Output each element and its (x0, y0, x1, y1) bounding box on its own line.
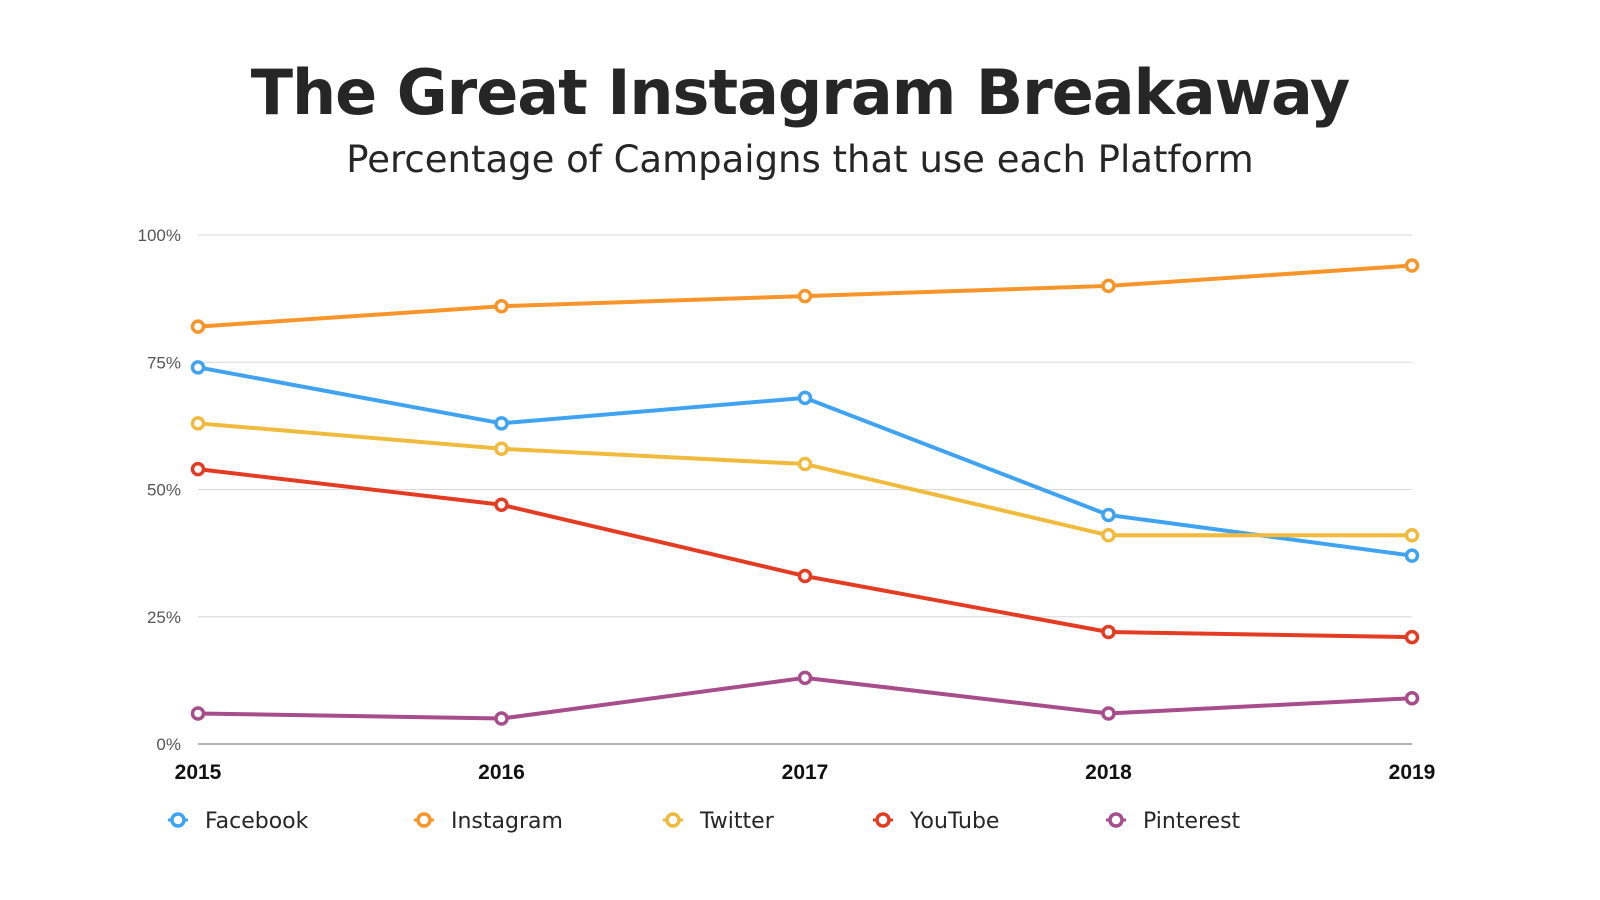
data-point-youtube-2016 (494, 497, 509, 513)
series-instagram (190, 258, 1420, 334)
data-point-pinterest-2015 (190, 706, 206, 721)
data-point-youtube-2019 (1404, 629, 1420, 645)
x-tick-label: 2016 (478, 761, 525, 784)
legend-item-instagram: Instagram (414, 809, 563, 834)
data-point-pinterest-2018 (1101, 706, 1116, 721)
series-line-twitter (196, 421, 1414, 538)
legend-label-facebook: Facebook (205, 809, 309, 834)
data-point-instagram-2017 (797, 288, 813, 304)
y-tick-label: 0% (156, 735, 181, 754)
series-group (190, 258, 1420, 726)
data-point-twitter-2017 (797, 456, 813, 472)
y-tick-label: 75% (147, 353, 181, 372)
legend-item-pinterest: Pinterest (1106, 809, 1241, 834)
legend-item-facebook: Facebook (168, 809, 309, 834)
y-axis-ticks: 0% 25% 50% 75% 100% (138, 226, 181, 754)
data-point-instagram-2018 (1101, 278, 1116, 294)
data-point-pinterest-2017 (797, 670, 813, 686)
series-facebook (190, 360, 1420, 563)
series-pinterest (190, 670, 1420, 726)
data-point-facebook-2016 (494, 416, 509, 431)
x-tick-label: 2017 (782, 761, 829, 784)
legend-label-instagram: Instagram (451, 809, 563, 834)
data-point-facebook-2015 (190, 360, 206, 375)
gridlines (198, 234, 1412, 745)
x-axis-ticks: 2015 2016 2017 2018 2019 (175, 761, 1436, 784)
x-tick-label: 2019 (1389, 761, 1436, 784)
data-point-twitter-2016 (494, 441, 509, 457)
data-point-youtube-2018 (1101, 624, 1116, 640)
legend-circle-marker (665, 812, 681, 828)
data-point-facebook-2017 (797, 390, 813, 406)
data-point-instagram-2016 (494, 299, 509, 314)
data-point-instagram-2019 (1404, 258, 1420, 273)
x-tick-label: 2018 (1085, 761, 1132, 784)
series-youtube (190, 461, 1420, 645)
series-twitter (190, 416, 1420, 543)
series-line-youtube (196, 467, 1414, 640)
data-point-pinterest-2016 (494, 711, 509, 726)
data-point-twitter-2015 (190, 416, 206, 431)
y-tick-label: 50% (147, 481, 181, 500)
data-point-facebook-2018 (1101, 507, 1116, 523)
y-tick-label: 100% (138, 226, 181, 245)
data-point-youtube-2015 (190, 461, 206, 477)
data-point-facebook-2019 (1404, 548, 1420, 563)
legend-circle-marker (1108, 812, 1124, 828)
legend-label-pinterest: Pinterest (1143, 809, 1241, 834)
data-point-instagram-2015 (190, 319, 206, 334)
y-tick-label: 25% (147, 608, 181, 627)
chart-title: The Great Instagram Breakaway (250, 56, 1351, 129)
data-point-pinterest-2019 (1404, 690, 1420, 706)
legend-label-youtube: YouTube (909, 809, 999, 834)
legend-circle-marker (875, 812, 891, 828)
legend-label-twitter: Twitter (699, 809, 775, 834)
x-tick-label: 2015 (175, 761, 222, 784)
data-point-twitter-2019 (1404, 528, 1420, 543)
data-point-youtube-2017 (797, 568, 813, 584)
legend-circle-marker (416, 812, 432, 828)
data-point-twitter-2018 (1101, 528, 1116, 543)
legend: Facebook Instagram Twitter YouTube Pinterest (168, 809, 1241, 834)
chart-subtitle: Percentage of Campaigns that use each Pl… (346, 138, 1254, 181)
legend-item-twitter: Twitter (663, 809, 775, 834)
legend-item-youtube: YouTube (873, 809, 999, 834)
legend-circle-marker (170, 812, 186, 828)
